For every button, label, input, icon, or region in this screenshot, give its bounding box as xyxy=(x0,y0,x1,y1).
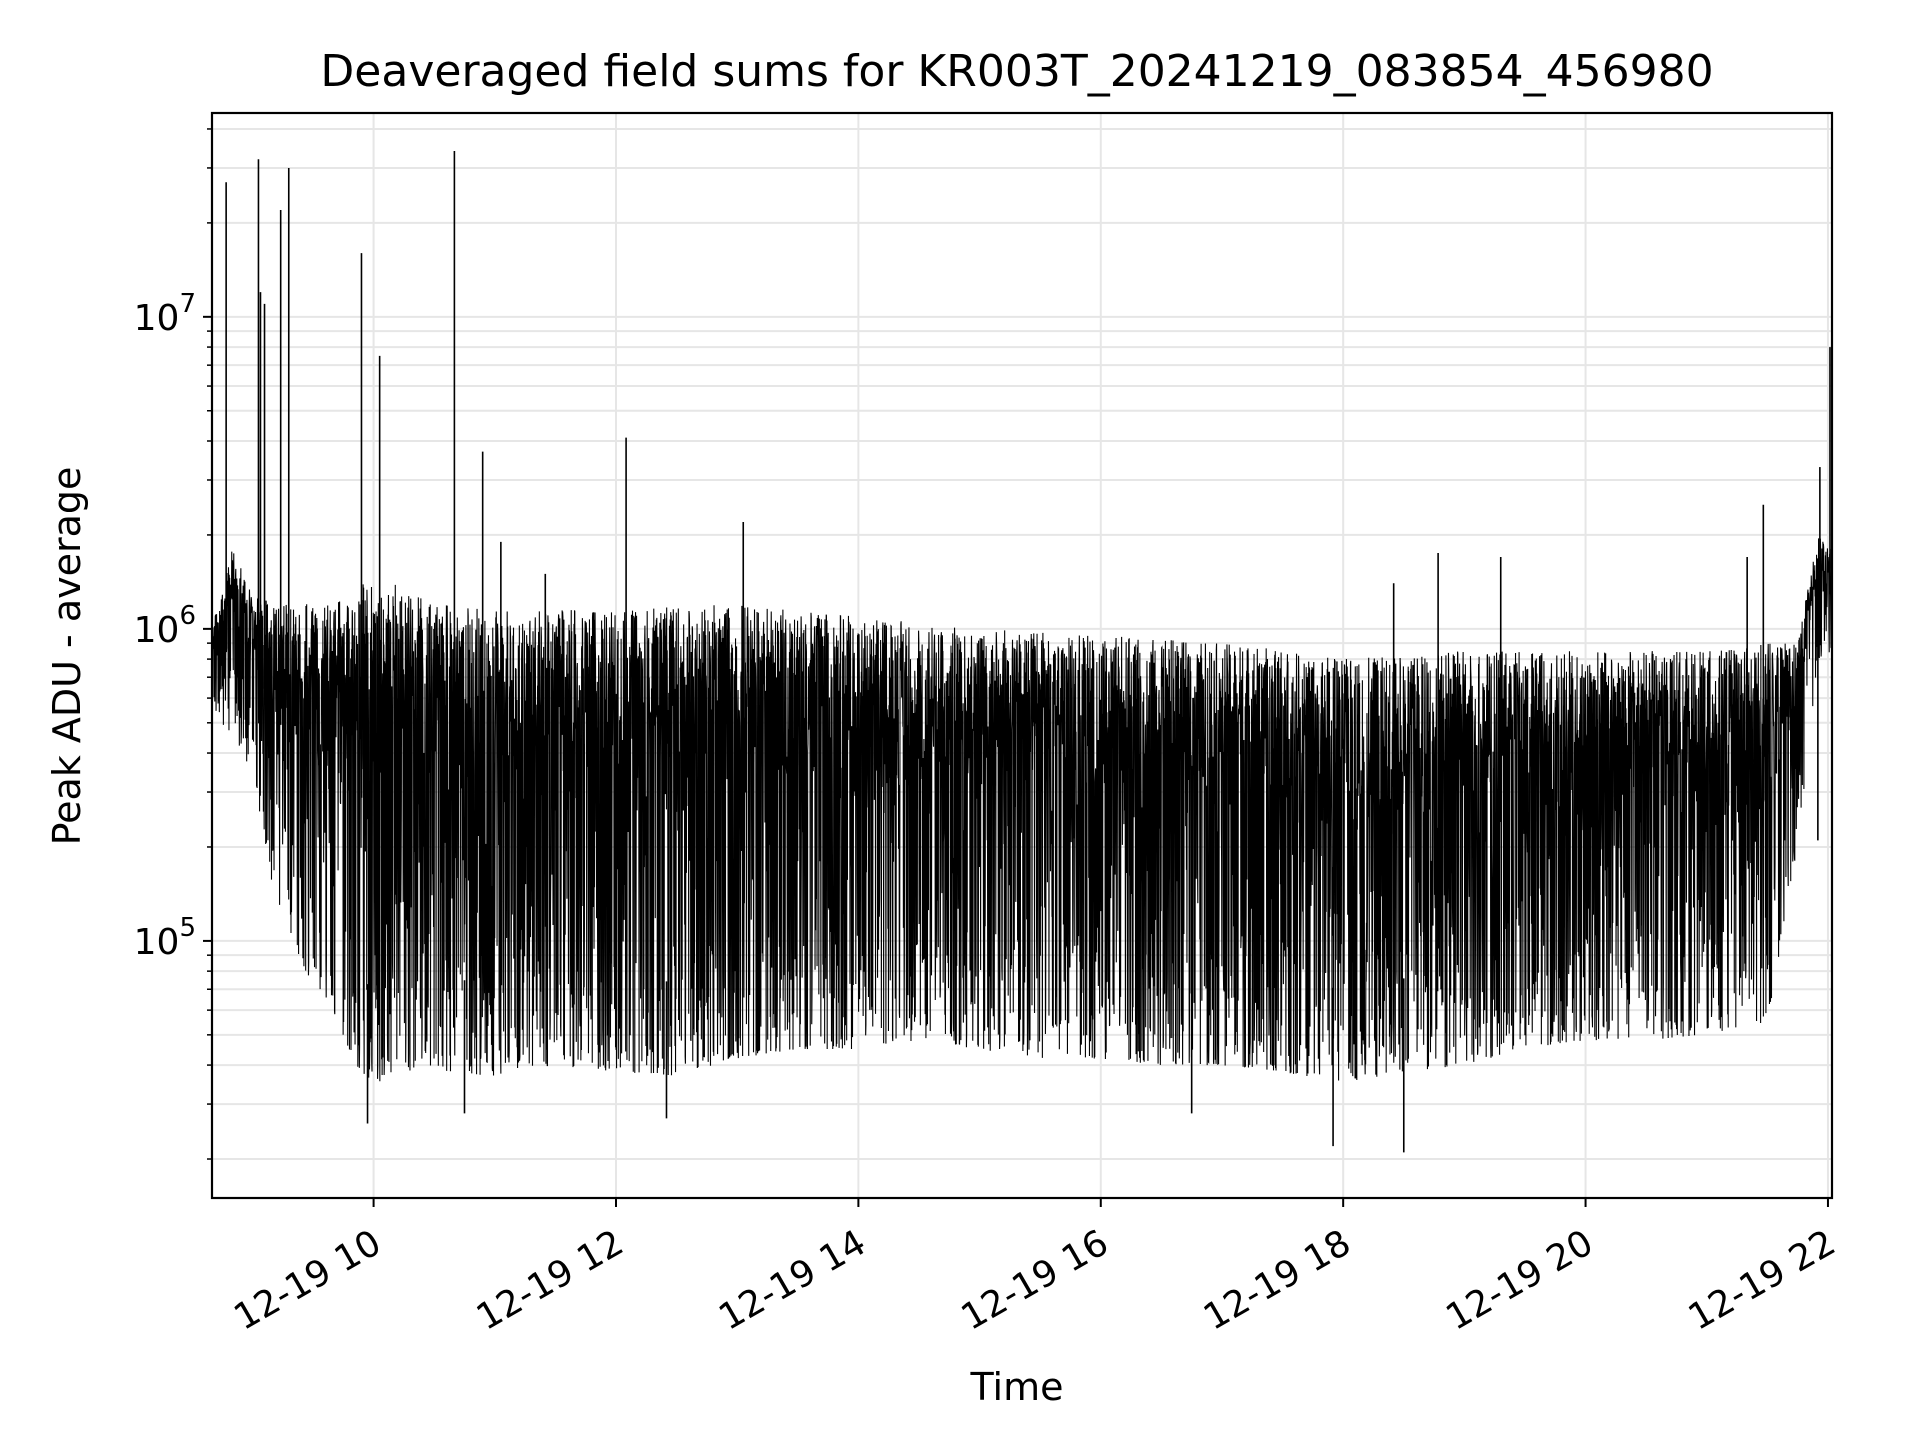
x-axis-label: Time xyxy=(970,1365,1064,1409)
y-axis-label: Peak ADU - average xyxy=(45,467,89,846)
y-tick-label: 105 xyxy=(134,913,196,963)
plot-area xyxy=(212,150,1832,1153)
x-tick-label: 12-19 18 xyxy=(1197,1222,1358,1338)
x-tick-label: 12-19 12 xyxy=(470,1222,631,1338)
x-tick-label: 12-19 10 xyxy=(227,1222,388,1338)
x-tick-label: 12-19 16 xyxy=(955,1222,1116,1338)
x-tick-label: 12-19 20 xyxy=(1439,1222,1600,1338)
y-tick-label: 106 xyxy=(134,601,196,651)
y-tick-label: 107 xyxy=(134,289,196,339)
chart-title: Deaveraged field sums for KR003T_2024121… xyxy=(320,46,1713,97)
x-tick-label: 12-19 22 xyxy=(1682,1222,1843,1338)
x-tick-label: 12-19 14 xyxy=(712,1222,873,1338)
series-line xyxy=(212,538,1832,1082)
plot-frame xyxy=(210,111,1834,1200)
